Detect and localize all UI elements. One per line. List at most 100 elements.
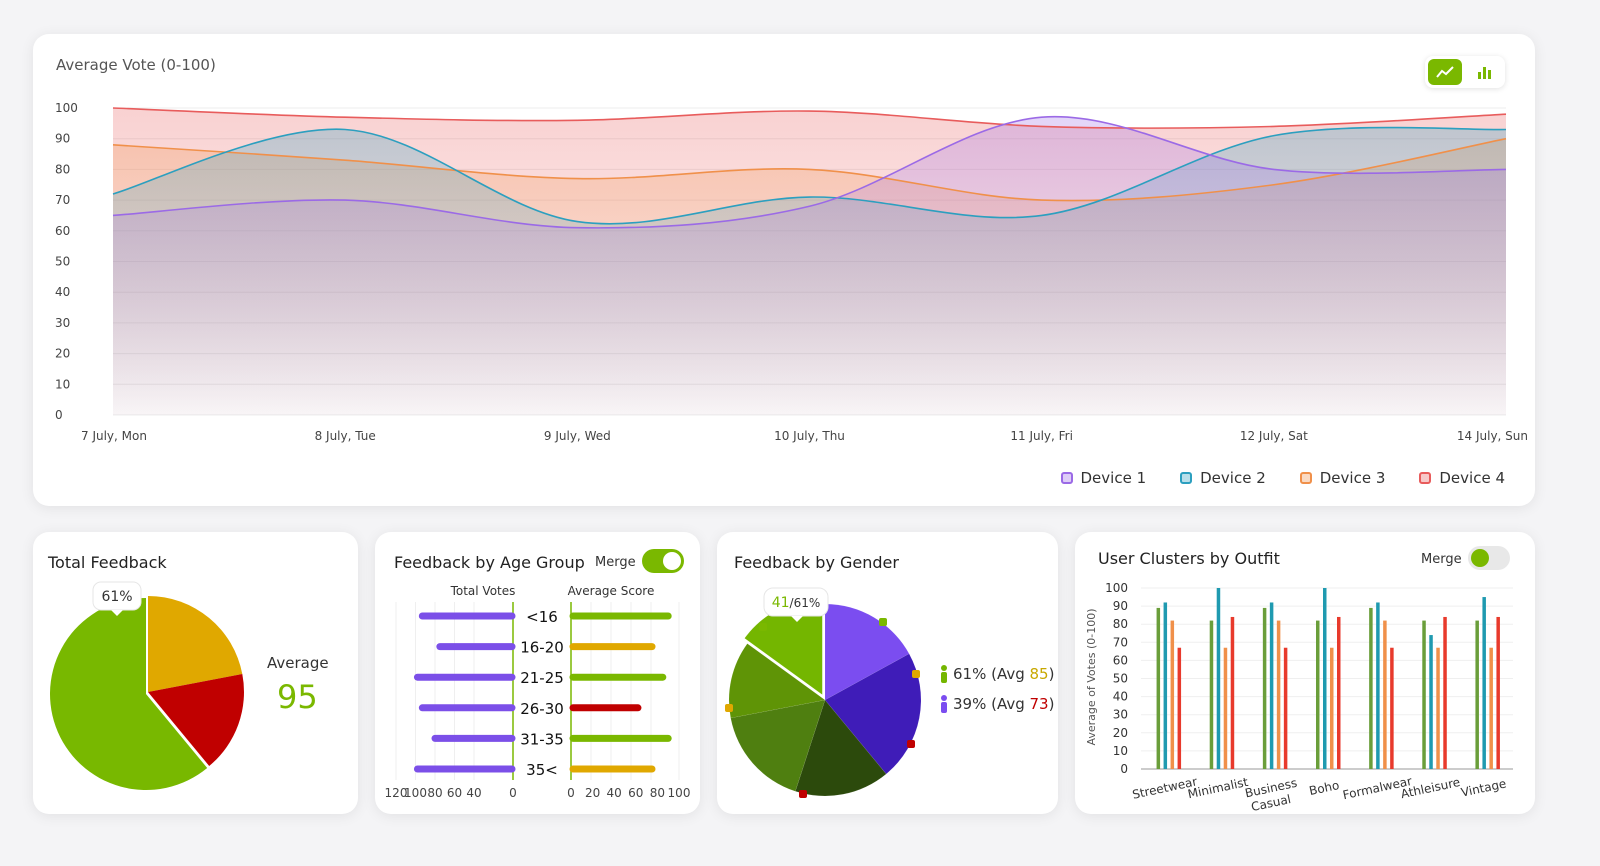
average-vote-chart: 0 10 20 30 40 50 60 70 80 90 100 7 July, Mon 8 July,… — [55, 101, 1528, 443]
x-tick-label: Boho — [1308, 778, 1341, 798]
y-tick-label: 30 — [1113, 708, 1128, 722]
legend-label: Device 4 — [1439, 469, 1505, 487]
gender-avg-open: (Avg — [986, 665, 1029, 683]
bar-chart-icon — [1478, 67, 1491, 79]
thumb-icon — [759, 623, 767, 631]
y-tick-label: 40 — [55, 285, 70, 299]
outfit-bar — [1209, 620, 1214, 769]
outfit-bar — [1177, 647, 1182, 769]
pie-slice-positive — [50, 598, 208, 790]
outfit-title: User Clusters by Outfit — [1098, 549, 1280, 568]
outfit-bar — [1489, 647, 1493, 769]
legend-label: Device 3 — [1319, 469, 1386, 487]
x-tick-label: 8 July, Tue — [315, 429, 376, 443]
gender-row-label: 39% (Avg 73) — [953, 695, 1054, 713]
age-category-label: 21-25 — [520, 669, 564, 687]
gender-avg-open: (Avg — [986, 695, 1029, 713]
outfit-bar — [1156, 607, 1161, 769]
y-tick-label: 0 — [1120, 762, 1128, 776]
y-tick-label: 70 — [55, 193, 70, 207]
legend-swatch — [1419, 472, 1432, 484]
series-line-2 — [112, 126, 1507, 225]
gender-slice — [824, 653, 922, 775]
age-category-label: 31-35 — [520, 730, 564, 748]
thumb-icon — [725, 704, 733, 712]
age-category-label: 26-30 — [520, 700, 564, 718]
thumb-icon — [912, 670, 920, 678]
female-icon-body — [941, 672, 947, 683]
right-tick-label: 100 — [668, 786, 691, 800]
average-vote-title: Average Vote (0-100) — [56, 56, 216, 74]
outfit-bar — [1223, 647, 1228, 769]
left-tick-label: 120 — [385, 786, 408, 800]
outfit-bar — [1383, 620, 1387, 769]
legend-label: Device 1 — [1080, 469, 1147, 487]
total-feedback-card: Total Feedback 61% Average 95 — [33, 532, 358, 814]
legend-item-device-4[interactable]: Device 4 — [1419, 469, 1505, 487]
outfit-bar — [1475, 620, 1479, 769]
line-chart-icon — [1436, 66, 1454, 78]
age-group-title: Feedback by Age Group — [394, 553, 585, 572]
bar-chart-button[interactable] — [1468, 59, 1502, 85]
gender-avg-close: ) — [1049, 695, 1055, 713]
outfit-bar — [1496, 616, 1500, 769]
legend-item-device-2[interactable]: Device 2 — [1180, 469, 1266, 487]
age-merge-switch[interactable] — [642, 549, 684, 573]
thumb-icon — [799, 790, 807, 798]
series-line-1 — [112, 115, 1507, 229]
y-tick-label: 100 — [55, 101, 78, 115]
y-tick-label: 10 — [1113, 744, 1128, 758]
chart-type-toggle — [1425, 56, 1505, 88]
line-chart-button[interactable] — [1428, 59, 1462, 85]
x-tick-label: 14 July, Sun — [1457, 429, 1528, 443]
average-score-axis-title: Average Score — [568, 584, 655, 598]
outfit-bar — [1276, 620, 1281, 769]
male-icon-body — [941, 702, 947, 713]
y-tick-label: 20 — [55, 347, 70, 361]
callout-pointer — [791, 616, 803, 622]
x-tick-label: 10 July, Thu — [774, 429, 845, 443]
x-tick-label: 11 July, Fri — [1010, 429, 1073, 443]
gender-card: Feedback by Gender 41/61% 61% (Avg 85) 39%… — [717, 532, 1058, 814]
y-tick-label: 60 — [55, 224, 70, 238]
pie-slice-negative — [148, 674, 244, 766]
legend-label: Device 2 — [1200, 469, 1266, 487]
outfit-bar — [1443, 616, 1447, 769]
thumb-icon — [879, 618, 887, 626]
right-tick-label: 80 — [650, 786, 665, 800]
outfit-bar — [1216, 588, 1221, 769]
gender-slice — [824, 603, 910, 701]
switch-knob — [1471, 549, 1489, 567]
legend-swatch — [1060, 472, 1073, 484]
outfit-bar — [1337, 616, 1341, 769]
y-tick-label: 60 — [1113, 653, 1128, 667]
pie-slice-neutral — [148, 596, 243, 692]
outfit-merge-label: Merge — [1421, 552, 1462, 567]
legend-item-device-3[interactable]: Device 3 — [1299, 469, 1386, 487]
y-tick-label: 40 — [1113, 690, 1128, 704]
left-tick-label: 80 — [427, 786, 442, 800]
y-axis-title: Average of Votes (0-100) — [1085, 608, 1098, 745]
age-category-label: <16 — [526, 608, 558, 626]
y-tick-label: 80 — [55, 162, 70, 176]
legend-item-device-1[interactable]: Device 1 — [1060, 469, 1147, 487]
outfit-merge-switch[interactable] — [1468, 546, 1510, 570]
outfit-bar — [1436, 647, 1440, 769]
legend-swatch — [1299, 472, 1312, 484]
left-tick-label: 60 — [447, 786, 462, 800]
callout-pointer — [111, 610, 123, 616]
y-tick-label: 50 — [1113, 672, 1128, 686]
y-tick-label: 80 — [1113, 617, 1128, 631]
gender-slice — [730, 699, 826, 792]
average-value: 95 — [277, 678, 318, 716]
outfit-bar — [1429, 635, 1433, 769]
average-vote-card: Average Vote (0-100) 0 10 20 30 40 50 60 70 80 90… — [33, 34, 1535, 506]
y-tick-label: 50 — [55, 255, 70, 269]
age-merge-label: Merge — [595, 555, 636, 570]
left-tick-label: 0 — [509, 786, 517, 800]
y-tick-label: 90 — [55, 132, 70, 146]
outfit-bar — [1262, 607, 1267, 769]
outfit-bar — [1163, 602, 1168, 769]
gender-slice — [728, 643, 826, 719]
